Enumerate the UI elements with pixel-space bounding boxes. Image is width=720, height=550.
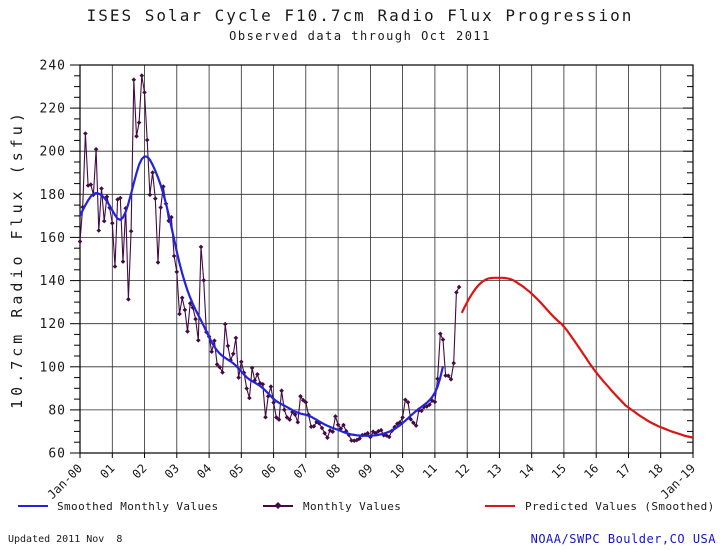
chart-title: ISES Solar Cycle F10.7cm Radio Flux Prog… (86, 6, 634, 25)
svg-text:80: 80 (48, 403, 66, 418)
svg-text:07: 07 (291, 461, 311, 481)
svg-text:140: 140 (40, 274, 66, 289)
svg-text:10.7cm Radio Flux (sfu): 10.7cm Radio Flux (sfu) (8, 109, 26, 409)
svg-text:05: 05 (226, 461, 246, 481)
svg-text:120: 120 (40, 317, 66, 332)
svg-text:60: 60 (48, 447, 66, 462)
svg-text:200: 200 (40, 145, 66, 160)
legend-label-predicted: Predicted Values (Smoothed) (525, 500, 715, 513)
svg-text:08: 08 (323, 461, 343, 481)
svg-text:04: 04 (194, 461, 214, 481)
source-attribution: NOAA/SWPC Boulder,CO USA (530, 532, 716, 546)
svg-text:03: 03 (162, 461, 182, 481)
predicted-line-swatch (485, 505, 515, 507)
svg-text:180: 180 (40, 188, 66, 203)
svg-text:10: 10 (388, 461, 408, 481)
updated-date-text: Updated 2011 Nov 8 (8, 534, 123, 545)
svg-text:18: 18 (646, 461, 666, 481)
svg-text:160: 160 (40, 231, 66, 246)
svg-text:15: 15 (549, 461, 569, 481)
svg-text:Jan-19: Jan-19 (658, 461, 699, 502)
svg-text:100: 100 (40, 360, 66, 375)
svg-text:16: 16 (581, 461, 601, 481)
svg-text:11: 11 (420, 461, 440, 481)
legend-label-monthly: Monthly Values (303, 500, 402, 513)
svg-text:Jan-00: Jan-00 (45, 461, 86, 502)
svg-text:13: 13 (484, 461, 504, 481)
svg-text:220: 220 (40, 102, 66, 117)
svg-text:12: 12 (452, 461, 472, 481)
chart-subtitle: Observed data through Oct 2011 (229, 29, 491, 43)
monthly-line-swatch (263, 501, 293, 510)
smoothed-line-swatch (18, 505, 48, 507)
svg-text:240: 240 (40, 59, 66, 74)
svg-text:01: 01 (97, 461, 117, 481)
legend-label-smoothed: Smoothed Monthly Values (57, 500, 219, 513)
svg-text:14: 14 (517, 461, 537, 481)
svg-text:17: 17 (614, 461, 634, 481)
svg-text:06: 06 (259, 461, 279, 481)
svg-text:02: 02 (130, 461, 150, 481)
svg-text:09: 09 (355, 461, 375, 481)
